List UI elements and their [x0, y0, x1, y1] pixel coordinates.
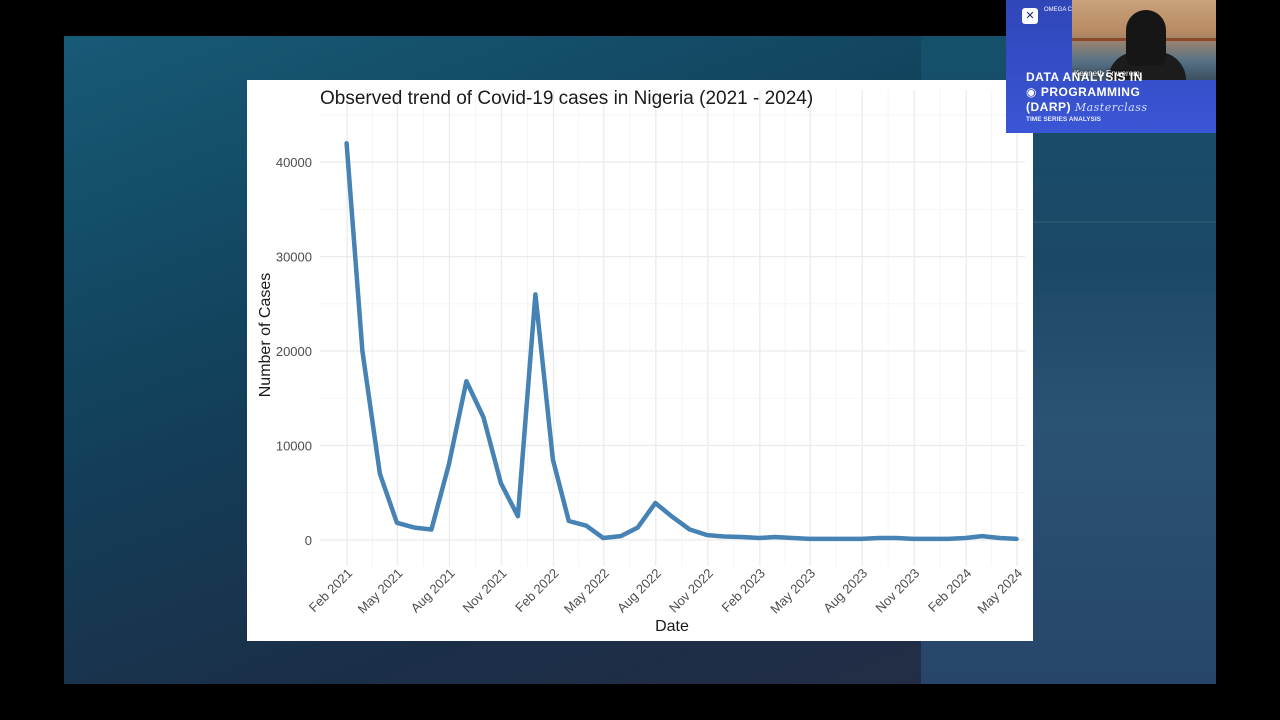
- x-tick-label: Feb 2022: [512, 566, 561, 615]
- y-axis-title: Number of Cases: [257, 273, 274, 398]
- slide-org-name: OMEGA C: [1044, 7, 1073, 13]
- chart-panel: 0 10000 20000 30000 40000 Feb 2021 May 2021 Aug…: [247, 80, 1033, 641]
- y-tick-label: 40000: [276, 155, 312, 170]
- x-tick-label: Aug 2021: [408, 566, 458, 616]
- camera-feed: [1072, 0, 1216, 80]
- presenter-video-tile[interactable]: ✕ OMEGA C Kenneth Enwerem DATA ANALYSIS …: [1006, 0, 1216, 133]
- grid-layer: [320, 90, 1025, 566]
- x-tick-label: Feb 2024: [925, 566, 974, 615]
- slide-heading-line2-text: PROGRAMMING: [1040, 85, 1141, 99]
- x-tick-label: Feb 2021: [306, 566, 355, 615]
- x-tick-label: Nov 2022: [666, 566, 716, 616]
- chart-title: Observed trend of Covid-19 cases in Nige…: [320, 88, 813, 109]
- x-tick-label: May 2023: [767, 566, 818, 617]
- slide-heading-line3-a: (DARP): [1026, 100, 1071, 114]
- y-tick-label: 0: [305, 533, 312, 548]
- slide-heading-line3-b: Masterclass: [1074, 101, 1148, 114]
- x-tick-label: Nov 2023: [872, 566, 922, 616]
- x-tick-label: Feb 2023: [719, 566, 768, 615]
- x-axis-title: Date: [655, 618, 689, 635]
- slide-heading-line2: ◉ PROGRAMMING: [1026, 85, 1140, 99]
- presenter-avatar: [1126, 10, 1166, 66]
- y-tick-label: 30000: [276, 250, 312, 265]
- slide-subheading: TIME SERIES ANALYSIS: [1026, 116, 1102, 123]
- y-tick-label: 20000: [276, 344, 312, 359]
- y-tick-label: 10000: [276, 438, 312, 453]
- circle-logo-icon: ◉: [1026, 85, 1041, 99]
- org-logo-icon: ✕: [1022, 8, 1038, 24]
- series-line: [344, 141, 1019, 542]
- slide-heading-line1: DATA ANALYSIS IN: [1026, 70, 1143, 84]
- slide-side-divider: [921, 221, 1216, 223]
- x-tick-label: May 2024: [974, 566, 1025, 617]
- slide-heading-line3: (DARP) Masterclass: [1026, 100, 1148, 114]
- x-tick-label: Aug 2023: [820, 566, 870, 616]
- series-layer: [344, 141, 1019, 542]
- presenter-name: Kenneth Enwerem: [1074, 69, 1140, 78]
- x-tick-label: May 2021: [355, 566, 406, 617]
- x-tick-label: Nov 2021: [460, 566, 510, 616]
- x-tick-label: May 2022: [561, 566, 612, 617]
- x-tick-label: Aug 2022: [614, 566, 664, 616]
